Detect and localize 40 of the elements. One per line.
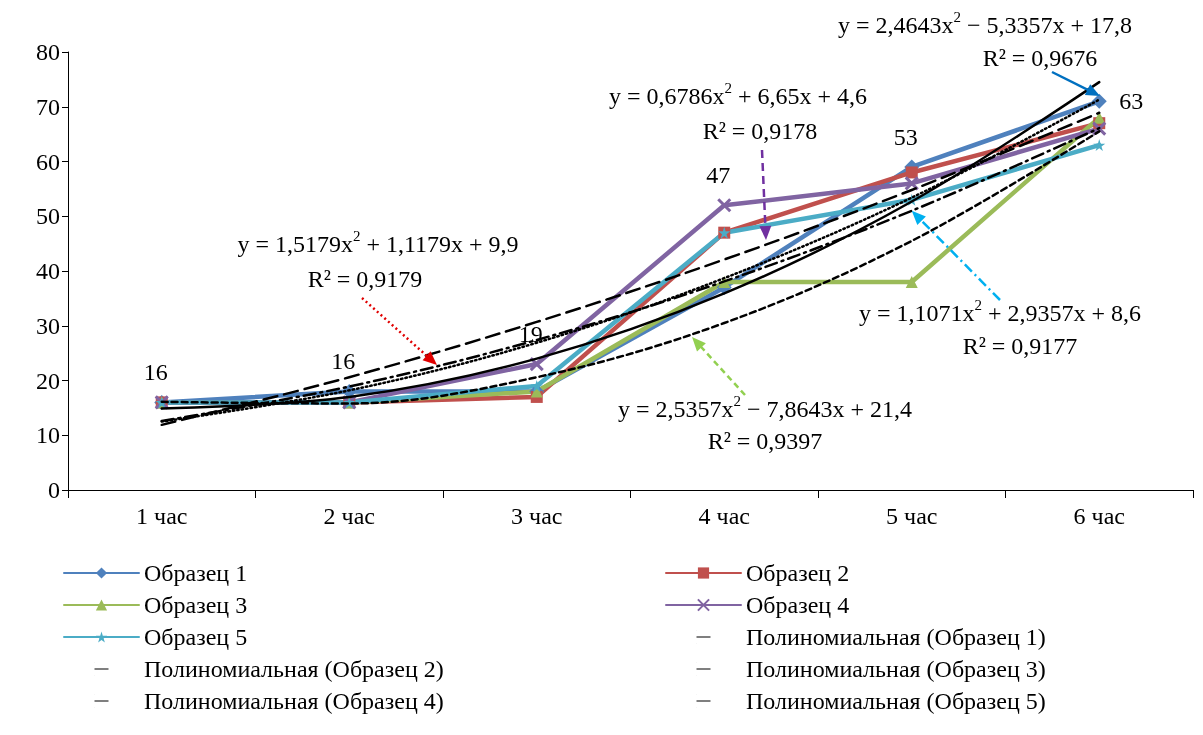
legend-label: Образец 4	[746, 592, 850, 618]
legend-label: Полиномиальная (Образец 3)	[746, 656, 1046, 682]
annotation: 63	[1119, 87, 1144, 117]
y-tick-label: 0	[48, 477, 60, 503]
y-tick-label: 40	[36, 258, 60, 284]
annotation: R² = 0,9177	[962, 331, 1078, 361]
x-tick-label: 1 час	[136, 503, 188, 529]
annotation: R² = 0,9676	[982, 43, 1098, 73]
annotation: y = 1,1071x$^{2}$ + 2,9357x + 8,6	[858, 296, 1142, 328]
text: y = 2,4643x$^{2}$ − 5,3357x + 17,8	[837, 8, 1133, 40]
annotation: y = 0,6786x$^{2}$ + 6,65x + 4,6	[608, 79, 868, 111]
annotation: R² = 0,9179	[307, 264, 423, 294]
x-tick-label: 4 час	[698, 503, 750, 529]
x-tick-label: 6 час	[1073, 503, 1125, 529]
annotation: 16	[143, 358, 168, 388]
legend-label: Полиномиальная (Образец 2)	[144, 656, 444, 682]
annotation: 53	[893, 122, 918, 152]
legend-label: Образец 3	[144, 592, 248, 618]
annotation: y = 1,5179x$^{2}$ + 1,1179x + 9,9	[237, 227, 519, 259]
annotation: 47	[706, 161, 731, 191]
legend-label: Образец 5	[144, 624, 248, 650]
annotation: 16	[331, 347, 356, 377]
legend-label: Образец 1	[144, 560, 248, 586]
x-tick-label: 2 час	[323, 503, 375, 529]
legend-label: Полиномиальная (Образец 1)	[746, 624, 1046, 650]
annotation: y = 2,5357x$^{2}$ − 7,8643x + 21,4	[617, 392, 913, 424]
y-tick-label: 60	[36, 148, 60, 175]
x-tick-label: 3 час	[511, 503, 563, 529]
legend-label: Полиномиальная (Образец 4)	[144, 688, 444, 714]
legend-label: Полиномиальная (Образец 5)	[746, 688, 1046, 714]
x-tick-label: 5 час	[886, 503, 938, 529]
y-tick-label: 80	[36, 39, 60, 65]
annotation: R² = 0,9397	[707, 426, 823, 456]
y-tick-label: 70	[36, 93, 60, 120]
y-tick-label: 10	[36, 422, 60, 449]
y-tick-label: 50	[36, 203, 60, 230]
legend-label: Образец 2	[746, 560, 850, 586]
annotation: R² = 0,9178	[702, 116, 818, 146]
y-tick-label: 20	[36, 367, 60, 394]
y-tick-label: 30	[36, 312, 60, 339]
